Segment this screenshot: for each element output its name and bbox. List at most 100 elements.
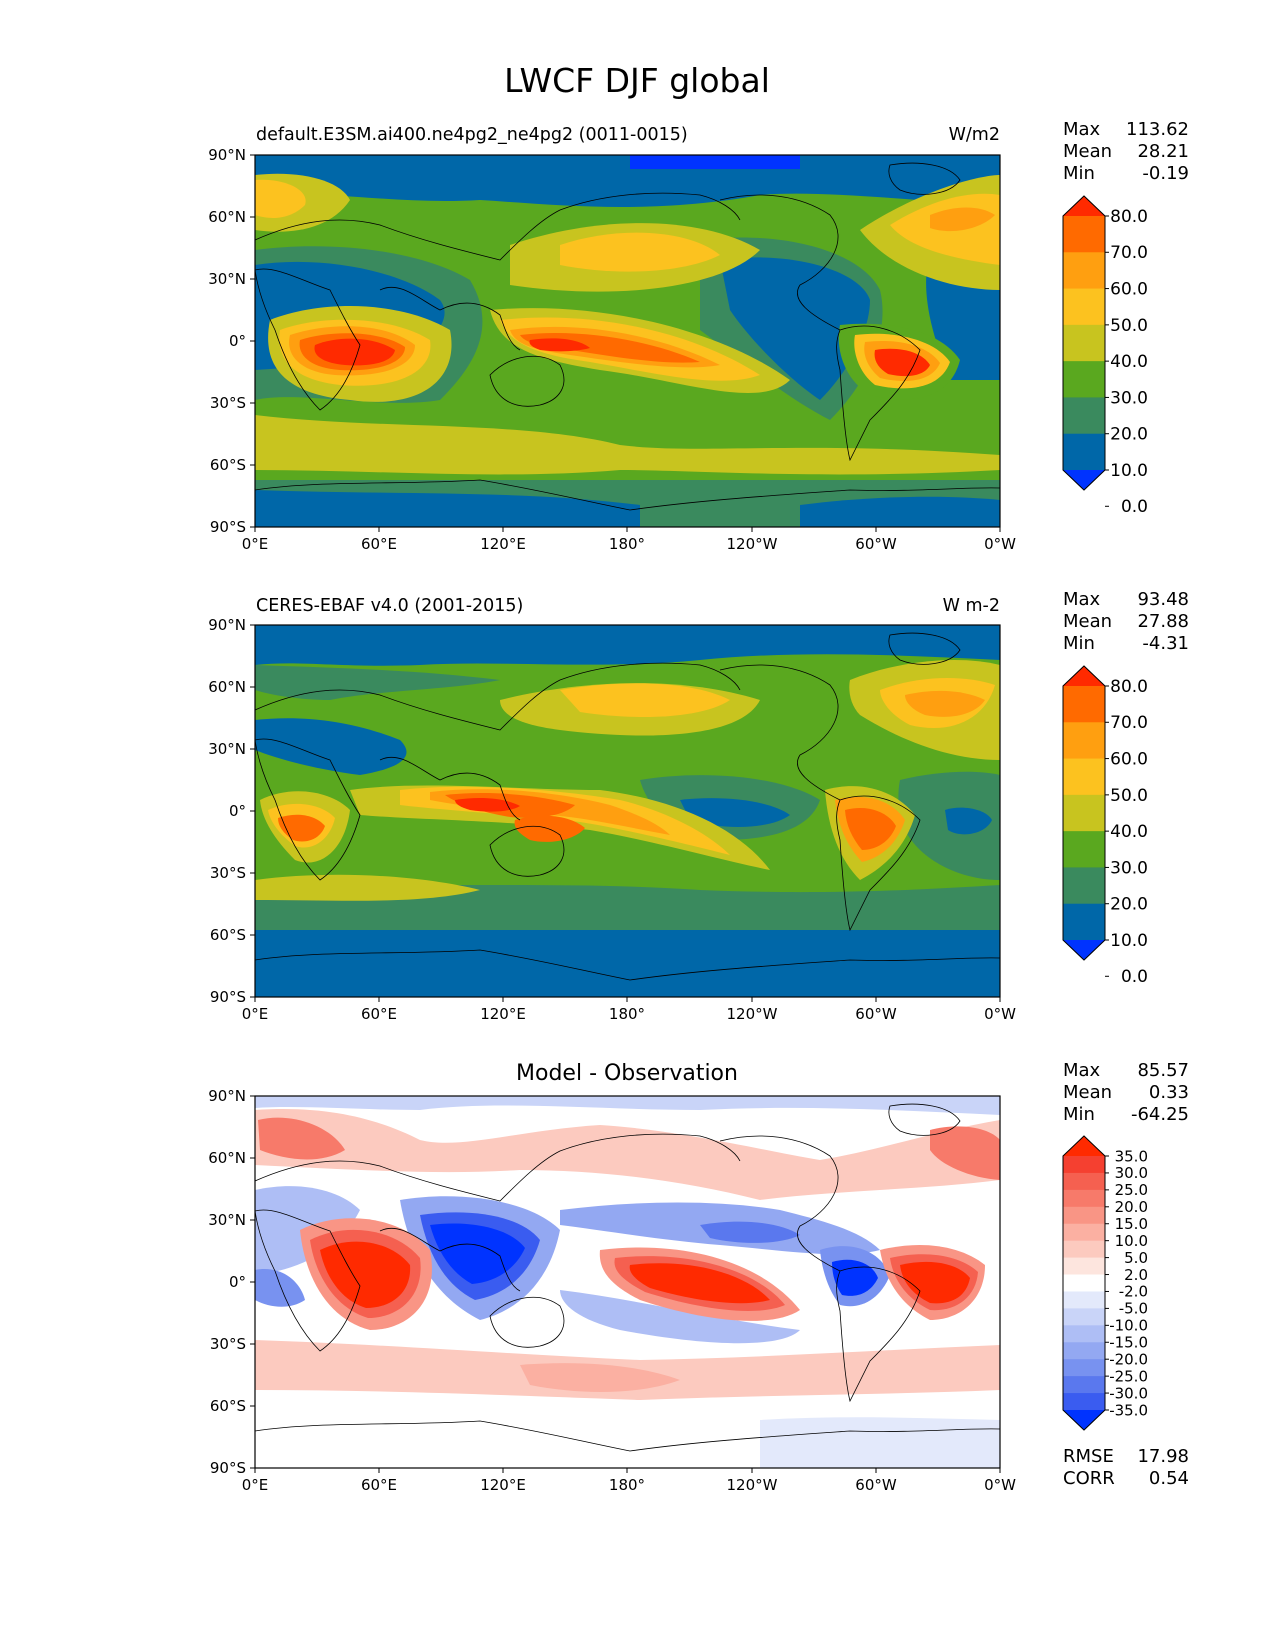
lat-tick-label: 60°S [210,456,246,474]
colorbar-swatch [1063,1342,1105,1360]
contour-band-60 [845,807,896,850]
contour-band-0 [720,257,870,400]
contour-band-negative [700,1221,800,1243]
colorbar-tick-label: -5.0 [1119,1300,1148,1318]
colorbar-tick-label: 0.0 [1121,967,1148,987]
colorbar-swatch [1063,1291,1105,1309]
lon-tick-label: 120°E [480,535,526,553]
lon-tick-label: 60°W [855,535,897,553]
colorbar-swatch [1063,1274,1105,1292]
lat-tick-label: 0° [229,332,246,350]
contour-band-0 [255,155,1000,207]
colorbar-tick-label: 40.0 [1110,352,1148,372]
lat-tick-label: 30°S [210,394,246,412]
coast-asia-south [379,756,521,821]
stat-value: -0.19 [1142,163,1189,184]
lat-tick-label: 30°S [210,1335,246,1353]
colorbar-swatch [1063,1189,1105,1208]
colorbar-swatch [1063,1156,1105,1174]
panel-left-title: default.E3SM.ai400.ne4pg2_ne4pg2 (0011-0… [256,125,688,145]
contour-band-50 [905,690,985,717]
colorbar-swatch [1063,1257,1105,1276]
coast-antarctica [255,1420,1000,1452]
colorbar-tick-label: 80.0 [1110,677,1148,697]
colorbar-tick-label: 10.0 [1110,461,1148,481]
colorbar-tick-label: 70.0 [1110,243,1148,263]
colorbar-swatch [1063,1240,1105,1259]
colorbar-extend-min [1063,1410,1105,1430]
stat-label: Min [1063,163,1095,184]
contour-band-max [900,1261,970,1304]
skill-stats: RMSE 17.98 CORR 0.54 [1063,1446,1189,1489]
contour-band-20 [930,1126,1000,1180]
contour-band-min [430,1223,525,1284]
lat-tick-label: 90°S [210,518,246,536]
colorbar-swatch [1063,903,1105,941]
lat-tick-label: 60°N [208,678,246,696]
colorbar-swatch [1063,1172,1105,1191]
coastlines [255,162,1000,511]
stat-value: -4.31 [1142,633,1189,654]
colorbar-tick-label: 30.0 [1110,858,1148,878]
colorbar-swatch [1063,794,1105,832]
coast-africa [255,1209,361,1352]
colorbar-swatch [1063,758,1105,796]
coast-south-america [836,1266,921,1403]
colorbar-tick-label: 20.0 [1110,425,1148,445]
lon-ticks: 0°E 60°E 120°E 180° 120°W 60°W 0°W [242,997,1016,1023]
colorbar-tick-label: -2.0 [1119,1283,1148,1301]
panel-diff: Model - Observation [208,1060,1189,1494]
lat-tick-label: 30°N [208,740,246,758]
stat-label: CORR [1063,1468,1115,1489]
colorbar-tick-label: 10.0 [1115,1232,1148,1250]
contour-band-0 [255,718,407,775]
contour-band-40 [560,683,730,717]
colorbar-swatch [1063,216,1105,253]
coast-africa [255,268,361,411]
stat-label: Mean [1063,141,1112,162]
colorbar-swatch [1063,867,1105,905]
lat-tick-label: 30°N [208,270,246,288]
lon-tick-label: 0°E [242,535,269,553]
colorbar-extend-max [1063,1136,1105,1156]
stat-value: 0.33 [1149,1082,1189,1103]
contour-band-max [629,1263,770,1304]
colorbar-tick-label: -10.0 [1109,1317,1148,1335]
colorbar-swatch [1063,288,1105,326]
contour-band-negative [760,1417,1000,1468]
contour-band-40 [560,232,720,272]
contour-band-70 [455,798,520,812]
map-field [255,155,1000,527]
coast-australia [489,1296,565,1348]
colorbar-tick-label: 80.0 [1110,207,1148,227]
lon-tick-label: 60°W [855,1476,897,1494]
lon-tick-label: 120°E [480,1476,526,1494]
lon-tick-label: 120°W [727,1476,778,1494]
colorbar-extend-max [1063,666,1105,686]
colorbar-tick-label: 20.0 [1115,1198,1148,1216]
colorbar: 35.030.025.020.015.010.05.02.0-2.0-5.0-1… [1062,1135,1148,1431]
coast-australia [489,355,565,407]
lon-tick-label: 0°E [242,1005,269,1023]
lon-tick-label: 120°E [480,1005,526,1023]
coast-antarctica [255,479,1000,511]
coast-north-america [719,194,841,331]
colorbar-tick-label: 70.0 [1110,713,1148,733]
stats-block: Max 85.57 Mean 0.33 Min -64.25 [1063,1060,1189,1125]
lat-tick-label: 0° [229,1273,246,1291]
coast-antarctica [255,949,1000,981]
contour-band-max [320,1241,411,1308]
colorbar-tick-label: -30.0 [1109,1384,1148,1402]
colorbar-swatch [1063,722,1105,760]
colorbar-swatch [1063,252,1105,290]
lon-ticks: 0°E 60°E 120°E 180° 120°W 60°W 0°W [242,527,1016,553]
colorbar-tick-label: -20.0 [1109,1350,1148,1368]
colorbar-swatch [1063,433,1105,471]
contour-band-30 [255,415,1000,475]
contour-band-negative [560,1290,800,1344]
panel-left-title: CERES-EBAF v4.0 (2001-2015) [256,596,523,616]
contour-band-negative [255,1096,1000,1115]
colorbar-extend-min [1063,470,1105,490]
colorbar-tick-label: 50.0 [1110,316,1148,336]
